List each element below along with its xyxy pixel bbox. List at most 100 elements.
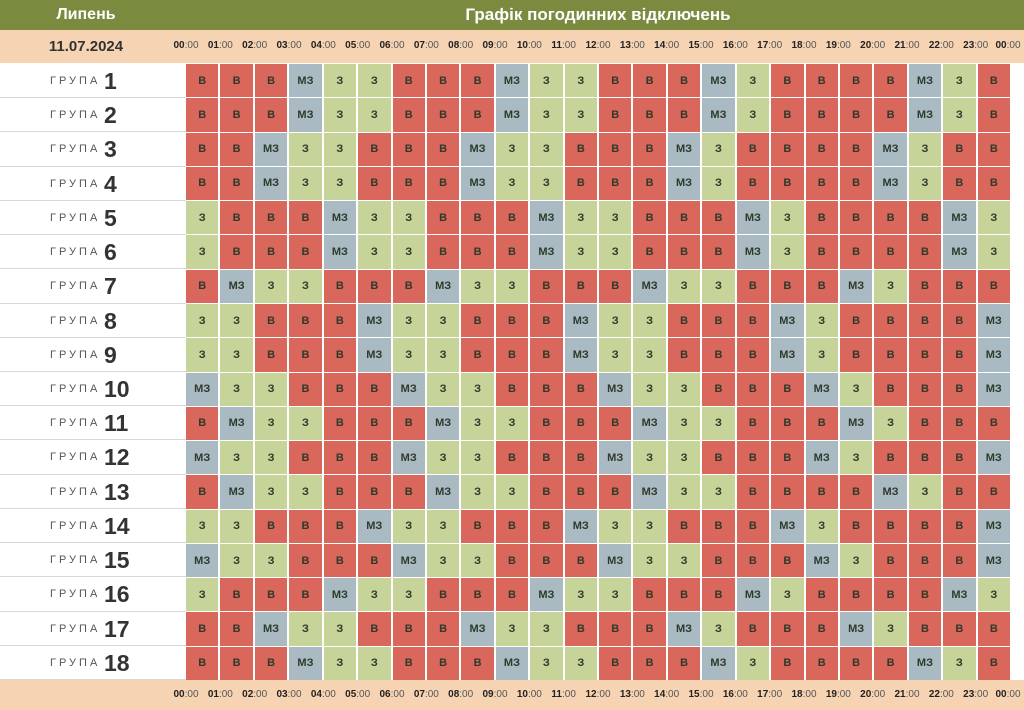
top-hour-tick: 06:00: [379, 40, 404, 52]
schedule-cell: В: [633, 64, 666, 98]
schedule-cell: В: [289, 338, 322, 372]
schedule-cell: З: [736, 98, 770, 132]
schedule-cell: В: [874, 303, 907, 338]
schedule-cell: МЗ: [461, 132, 494, 166]
schedule-cell: З: [667, 475, 701, 509]
schedule-cell: МЗ: [874, 475, 907, 509]
group-row-label: ГРУПА 18: [0, 646, 186, 680]
minutes-value: :00: [218, 40, 233, 51]
hour-value: 21: [894, 40, 906, 51]
schedule-cell: МЗ: [358, 303, 391, 338]
group-word: ГРУПА: [50, 417, 101, 430]
schedule-cell: В: [736, 132, 770, 166]
bottom-hour-tick: 23:00: [963, 689, 988, 701]
schedule-cell: З: [461, 543, 494, 578]
schedule-cell: В: [186, 475, 219, 509]
hour-value: 15: [688, 689, 700, 700]
minutes-value: :00: [768, 689, 783, 700]
hour-value: 01: [207, 689, 219, 700]
schedule-cell: В: [186, 132, 219, 166]
schedule-cell: В: [943, 269, 976, 303]
schedule-cell: В: [771, 269, 804, 303]
schedule-cell: В: [220, 235, 253, 269]
schedule-cell: МЗ: [564, 509, 597, 543]
hour-value: 16: [722, 40, 734, 51]
minutes-value: :00: [939, 40, 954, 51]
schedule-cell: В: [564, 166, 597, 201]
schedule-cell: МЗ: [289, 646, 322, 680]
group-row-label: ГРУПА 9: [0, 338, 186, 372]
schedule-cell: В: [908, 406, 942, 441]
hour-value: 08: [448, 40, 460, 51]
hour-value: 19: [825, 689, 837, 700]
schedule-cell: МЗ: [977, 543, 1010, 578]
schedule-cell: В: [495, 201, 529, 235]
schedule-cell: З: [633, 372, 666, 406]
schedule-cell: МЗ: [977, 338, 1010, 372]
schedule-cell: З: [254, 372, 288, 406]
schedule-cell: МЗ: [633, 475, 666, 509]
group-row-label: ГРУПА 14: [0, 509, 186, 544]
schedule-cell: В: [461, 578, 494, 612]
hour-value: 03: [276, 40, 288, 51]
hour-value: 07: [413, 689, 425, 700]
schedule-cell: МЗ: [254, 132, 288, 166]
schedule-cell: З: [599, 578, 632, 612]
schedule-cell: МЗ: [771, 509, 804, 543]
schedule-cell: МЗ: [977, 372, 1010, 406]
schedule-cell: З: [186, 303, 219, 338]
schedule-cell: З: [874, 612, 907, 646]
bottom-hour-tick: 21:00: [894, 689, 919, 701]
schedule-cell: В: [461, 64, 494, 98]
schedule-cell: В: [392, 132, 425, 166]
bottom-hour-tick: 19:00: [826, 689, 851, 701]
minutes-value: :00: [184, 689, 199, 700]
schedule-cell: В: [564, 269, 597, 303]
group-row-label: ГРУПА 4: [0, 167, 186, 201]
schedule-cell: В: [599, 269, 632, 303]
top-hour-tick: 21:00: [894, 40, 919, 52]
schedule-cell: В: [667, 64, 701, 98]
top-hour-tick: 10:00: [517, 40, 542, 52]
hour-value: 18: [791, 40, 803, 51]
group-number: 2: [104, 102, 117, 129]
schedule-cell: В: [495, 441, 529, 475]
schedule-cell: В: [839, 235, 873, 269]
hour-value: 20: [860, 40, 872, 51]
schedule-cell: З: [289, 612, 322, 646]
schedule-cell: В: [702, 441, 735, 475]
hour-value: 23: [963, 40, 975, 51]
schedule-cell: В: [530, 509, 563, 543]
schedule-cell: З: [599, 303, 632, 338]
schedule-cell: В: [323, 269, 357, 303]
schedule-cell: МЗ: [220, 269, 253, 303]
schedule-cell: З: [874, 269, 907, 303]
schedule-cell: В: [289, 201, 322, 235]
group-word: ГРУПА: [50, 622, 101, 635]
schedule-cell: З: [839, 372, 873, 406]
schedule-cell: В: [254, 201, 288, 235]
schedule-cell: МЗ: [254, 612, 288, 646]
bottom-hour-tick: 09:00: [482, 689, 507, 701]
group-number: 14: [104, 512, 130, 539]
schedule-cell: В: [426, 201, 460, 235]
hour-value: 09: [482, 689, 494, 700]
schedule-cell: З: [564, 201, 597, 235]
group-word: ГРУПА: [50, 383, 101, 395]
schedule-cell: З: [943, 646, 976, 680]
minutes-value: :00: [596, 40, 611, 51]
schedule-cell: В: [495, 372, 529, 406]
minutes-value: :00: [733, 40, 748, 51]
bottom-hour-tick: 22:00: [929, 689, 954, 701]
schedule-cell: В: [943, 132, 976, 166]
hour-value: 10: [516, 689, 528, 700]
schedule-cell: В: [977, 612, 1010, 646]
schedule-cell: В: [323, 372, 357, 406]
schedule-cell: З: [186, 201, 219, 235]
schedule-cell: В: [564, 406, 597, 441]
schedule-cell: В: [599, 646, 632, 680]
minutes-value: :00: [768, 40, 783, 51]
schedule-cell: МЗ: [426, 475, 460, 509]
bottom-hour-tick: 13:00: [620, 689, 645, 701]
hour-value: 20: [860, 689, 872, 700]
